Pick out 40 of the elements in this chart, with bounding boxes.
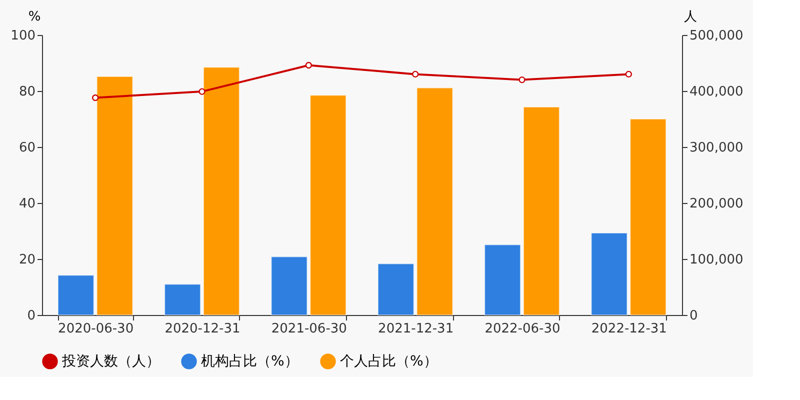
bar bbox=[523, 106, 560, 316]
y-tick-label: 20 bbox=[18, 252, 36, 268]
bar bbox=[270, 256, 308, 316]
y2-tick-label: 0 bbox=[690, 308, 698, 324]
legend-label: 个人占比（%） bbox=[340, 353, 438, 370]
bar bbox=[378, 263, 414, 316]
y-tick-label: 40 bbox=[18, 196, 36, 212]
y-tick-label: 60 bbox=[18, 140, 36, 156]
point bbox=[198, 88, 206, 95]
point bbox=[92, 94, 99, 102]
x-tick-label: 2021-06-30 bbox=[271, 322, 347, 336]
bar bbox=[96, 76, 134, 316]
bar bbox=[164, 284, 201, 316]
x-tick-label: 2020-12-31 bbox=[164, 322, 240, 336]
point bbox=[412, 70, 419, 78]
y2-tick-label: 400,000 bbox=[690, 84, 744, 100]
y-tick-label: 0 bbox=[27, 308, 36, 324]
legend-label: 机构占比（%） bbox=[201, 353, 298, 370]
y2-tick-label: 100,000 bbox=[690, 252, 744, 268]
y-tick-label: 100 bbox=[10, 28, 36, 44]
x-tick-label: 2022-12-31 bbox=[591, 322, 667, 336]
bar bbox=[58, 274, 94, 316]
y2-tick-label: 300,000 bbox=[690, 140, 744, 156]
y2-axis-title: 人 bbox=[684, 10, 697, 24]
bar bbox=[416, 87, 454, 316]
bar bbox=[484, 244, 521, 316]
y-tick-label: 80 bbox=[18, 84, 36, 100]
y-axis-title: % bbox=[28, 10, 41, 24]
point bbox=[305, 62, 312, 69]
bar bbox=[630, 118, 666, 316]
point bbox=[518, 76, 526, 84]
y2-tick-label: 200,000 bbox=[690, 196, 744, 212]
bar bbox=[310, 94, 346, 316]
x-tick-label: 2021-12-31 bbox=[378, 322, 454, 336]
x-tick-label: 2020-06-30 bbox=[58, 322, 134, 336]
bar bbox=[590, 232, 628, 316]
y2-tick-label: 500,000 bbox=[690, 28, 744, 44]
x-tick-label: 2022-06-30 bbox=[484, 322, 560, 336]
legend-label: 投资人数（人） bbox=[61, 353, 160, 370]
point bbox=[625, 70, 632, 78]
